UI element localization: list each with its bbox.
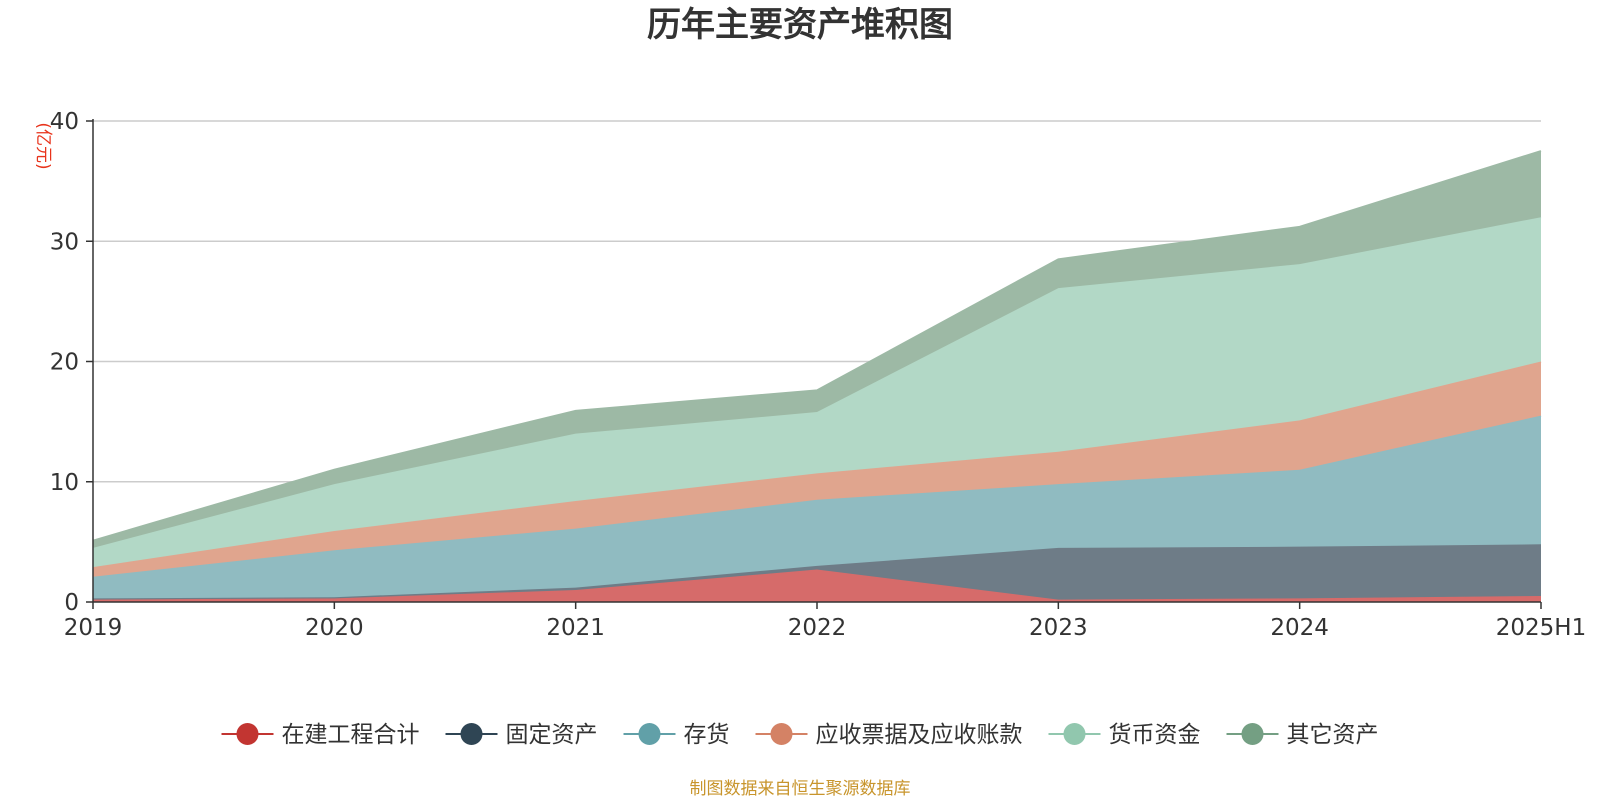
legend-label: 在建工程合计	[282, 722, 420, 748]
legend-item-6[interactable]: 其它资产	[1226, 722, 1379, 748]
legend-marker	[770, 723, 793, 745]
x-tick-label: 2024	[1270, 615, 1329, 641]
legend-marker	[1241, 723, 1264, 745]
legend-marker	[460, 723, 483, 745]
area-series-2	[93, 544, 1541, 600]
legend-label: 其它资产	[1287, 722, 1379, 748]
y-tick-label: 20	[50, 350, 79, 376]
legend-item-2[interactable]: 固定资产	[445, 722, 598, 748]
legend-marker	[638, 723, 661, 745]
area-series-3	[93, 415, 1541, 599]
y-tick-label: 30	[50, 229, 79, 255]
legend-item-1[interactable]: 在建工程合计	[221, 722, 420, 748]
x-tick-label: 2023	[1029, 615, 1088, 641]
area-series-4	[93, 361, 1541, 577]
chart-title: 历年主要资产堆积图	[647, 5, 953, 45]
area-series-1	[93, 569, 1541, 602]
x-tick-label: 2021	[546, 615, 605, 641]
x-tick-label: 2025H1	[1496, 615, 1586, 641]
x-tick-label: 2020	[305, 615, 364, 641]
legend-label: 应收票据及应收账款	[816, 722, 1023, 748]
legend-label: 固定资产	[506, 722, 598, 748]
axes: 0 10 20 30 40 2019 2020 2021 2022 2023 2024 2025H1	[50, 109, 1587, 641]
y-tick-label: 0	[64, 590, 79, 616]
x-tick-label: 2019	[64, 615, 123, 641]
legend-item-4[interactable]: 应收票据及应收账款	[755, 722, 1023, 748]
legend[interactable]: 在建工程合计 固定资产 存货 应收票据及应收账款 货币资金 其它资产	[221, 722, 1379, 748]
y-tick-label: 10	[50, 470, 79, 496]
legend-label: 货币资金	[1109, 722, 1201, 748]
legend-marker	[236, 723, 259, 745]
area-series-6	[93, 151, 1541, 548]
y-axis-unit-label: (亿元)	[33, 122, 53, 169]
area-series-6-line	[92, 150, 1542, 542]
legend-item-3[interactable]: 存货	[623, 722, 730, 748]
legend-marker	[1063, 723, 1086, 745]
legend-item-5[interactable]: 货币资金	[1048, 722, 1201, 748]
legend-label: 存货	[684, 722, 730, 748]
source-note: 制图数据来自恒生聚源数据库	[690, 779, 911, 799]
x-tick-label: 2022	[788, 615, 847, 641]
y-tick-label: 40	[50, 109, 79, 135]
area-series-group	[92, 150, 1542, 602]
area-series-5	[93, 217, 1541, 568]
